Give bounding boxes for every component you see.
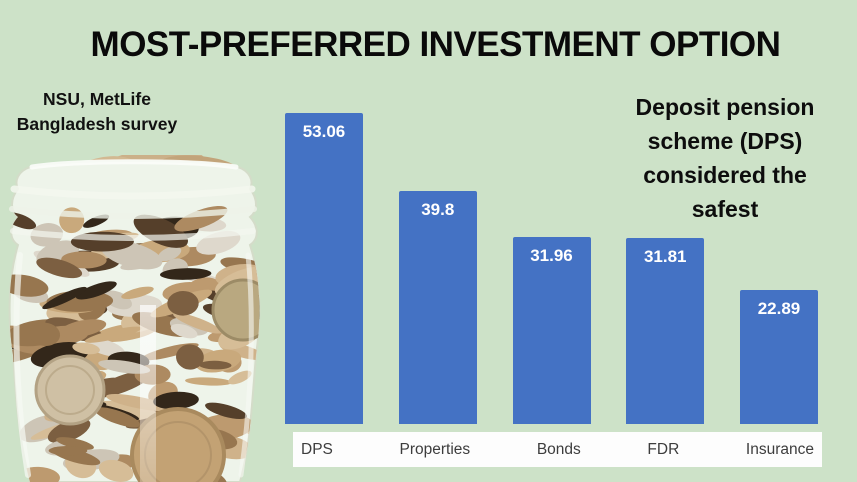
dps-safest-line-3: considered the: [643, 162, 807, 188]
featured-coins: [34, 278, 260, 482]
bar-value-label-properties: 39.8: [421, 200, 455, 219]
dps-safest-line-1: Deposit pension: [635, 94, 815, 120]
bar-value-label-fdr: 31.81: [643, 247, 687, 266]
glass-highlights: [9, 159, 257, 478]
dps-safest-line-2: scheme (DPS): [647, 128, 803, 154]
dps-safest-note: Deposit pension scheme (DPS) considered …: [596, 90, 854, 226]
bar-properties: 39.8: [398, 191, 477, 424]
bar-chart: 53.06 39.8 31.96 31.81 22.89: [285, 104, 818, 424]
bar-value-label-insurance: 22.89: [757, 299, 801, 318]
axis-label-dps: DPS: [301, 440, 333, 458]
axis-label-insurance: Insurance: [745, 440, 814, 458]
bar-bonds: 31.96: [512, 237, 591, 424]
axis-label-bonds: Bonds: [536, 440, 581, 458]
page-title: MOST-PREFERRED INVESTMENT OPTION: [90, 25, 781, 64]
coin-jar-photo: [8, 155, 261, 482]
bar-value-label-bonds: 31.96: [530, 246, 573, 265]
bar-fdr: 31.81: [626, 238, 705, 424]
axis-label-fdr: FDR: [647, 440, 680, 458]
bar-value-label-dps: 53.06: [302, 122, 346, 141]
bar-dps: 53.06: [285, 113, 363, 424]
survey-source-note: NSU, MetLife Bangladesh survey: [6, 87, 188, 138]
category-axis-strip: DPS Properties Bonds FDR Insurance: [293, 432, 822, 467]
survey-source-line-2: Bangladesh survey: [16, 114, 178, 135]
survey-source-line-1: NSU, MetLife: [43, 89, 151, 109]
bar-insurance: 22.89: [740, 290, 818, 424]
axis-label-properties: Properties: [399, 440, 471, 458]
dps-safest-line-4: safest: [691, 196, 759, 222]
